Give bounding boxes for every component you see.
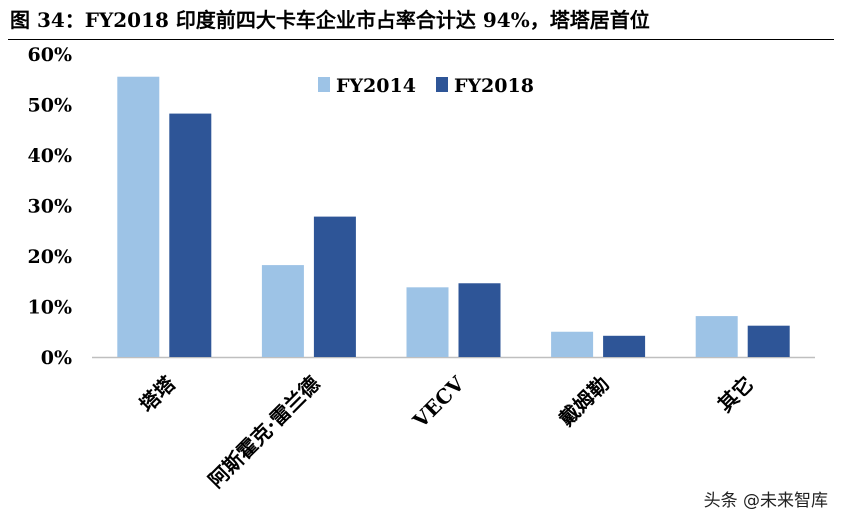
bar-fy2018-4	[747, 325, 790, 357]
legend-swatch-fy2018	[436, 77, 448, 92]
bar-fy2018-2	[458, 283, 501, 357]
title-divider	[8, 39, 834, 40]
y-tick-label: 60%	[28, 44, 73, 66]
y-tick-label: 40%	[28, 145, 73, 167]
x-category-label: 塔塔	[135, 371, 181, 417]
legend-label-fy2014: FY2014	[336, 75, 416, 97]
y-tick-label: 0%	[41, 347, 72, 369]
bar-fy2014-0	[117, 76, 160, 357]
y-tick-label: 50%	[28, 95, 73, 117]
x-category-label: VECV	[407, 371, 469, 433]
legend-swatch-fy2014	[318, 77, 330, 92]
bar-fy2018-0	[169, 113, 212, 357]
bars	[117, 76, 790, 357]
y-axis: 0% 10% 20% 30% 40% 50% 60%	[28, 44, 73, 369]
bar-fy2014-4	[695, 316, 738, 357]
bar-fy2014-1	[261, 265, 304, 357]
x-category-label: 戴姆勒	[554, 372, 613, 431]
x-category-label: 其它	[713, 372, 758, 417]
legend: FY2014 FY2018	[318, 75, 534, 97]
chart-title: 图 34：FY2018 印度前四大卡车企业市占率合计达 94%，塔塔居首位	[10, 8, 650, 32]
bar-fy2018-1	[313, 216, 356, 357]
bar-fy2018-3	[603, 335, 646, 357]
x-axis: 塔塔 阿斯霍克·雷兰德 VECV 戴姆勒 其它	[92, 356, 815, 493]
y-tick-label: 20%	[28, 246, 73, 268]
watermark: 头条 @未来智库	[703, 491, 828, 511]
bar-fy2014-2	[406, 287, 449, 357]
x-category-label: 阿斯霍克·雷兰德	[204, 372, 325, 493]
y-tick-label: 10%	[28, 297, 73, 319]
bar-fy2014-3	[551, 331, 594, 357]
y-tick-label: 30%	[28, 196, 73, 218]
legend-label-fy2018: FY2018	[454, 75, 534, 97]
